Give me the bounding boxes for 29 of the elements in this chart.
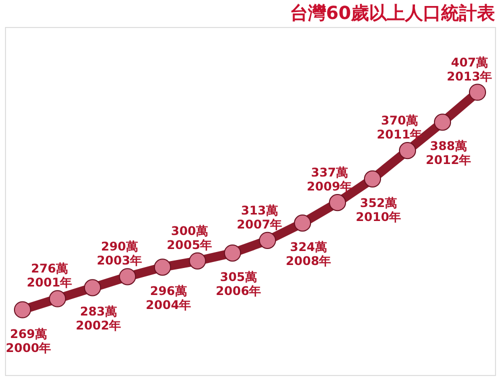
point — [294, 214, 312, 232]
data-label: 296萬 2004年 — [146, 284, 192, 312]
point — [258, 232, 276, 249]
data-label: 388萬 2012年 — [426, 139, 472, 168]
data-label: 276萬 2001年 — [26, 262, 72, 290]
point — [48, 290, 66, 308]
point — [398, 142, 416, 160]
point — [188, 252, 206, 270]
data-label: 370萬 2011年 — [376, 114, 422, 142]
data-label: 407萬 2013年 — [446, 55, 492, 84]
data-label: 290萬 2003年 — [96, 240, 142, 268]
chart-title: 台灣60歲以上人口統計表 — [290, 3, 495, 24]
point — [364, 170, 382, 188]
data-label: 337萬 2009年 — [306, 166, 352, 194]
point — [328, 194, 346, 212]
point — [14, 301, 32, 318]
data-label: 324萬 2008年 — [286, 240, 332, 268]
point — [224, 244, 242, 262]
data-label: 305萬 2006年 — [216, 270, 262, 298]
point — [118, 268, 136, 286]
data-label: 352萬 2010年 — [356, 196, 402, 224]
point — [84, 279, 102, 296]
point — [154, 258, 172, 276]
data-label: 283萬 2002年 — [76, 304, 122, 333]
data-label: 313萬 2007年 — [236, 203, 282, 232]
data-label: 300萬 2005年 — [166, 224, 212, 252]
point — [468, 84, 486, 101]
data-label: 269萬 2000年 — [6, 326, 52, 355]
point — [434, 114, 452, 131]
